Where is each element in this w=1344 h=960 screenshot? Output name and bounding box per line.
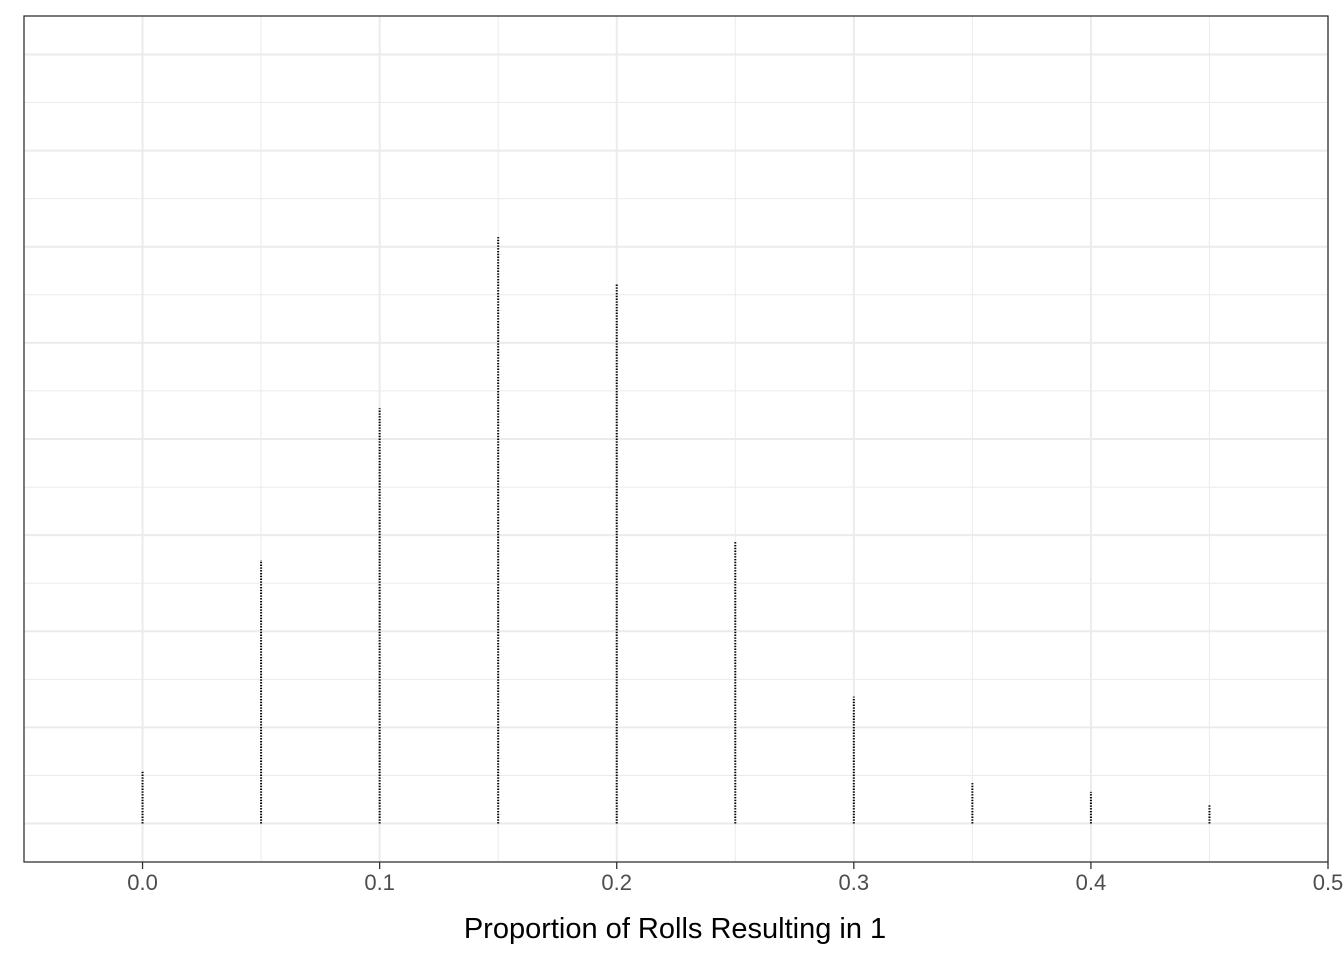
- panel-border: [23, 15, 1329, 863]
- x-axis-title: Proportion of Rolls Resulting in 1: [464, 913, 886, 945]
- x-tick-label: 0.1: [364, 870, 395, 895]
- x-tick-label: 0.3: [839, 870, 870, 895]
- x-tick-label: 0.0: [127, 870, 158, 895]
- x-tick-label: 0.2: [601, 870, 632, 895]
- x-axis-ticks: [141, 862, 1329, 869]
- x-tick-label: 0.4: [1076, 870, 1107, 895]
- x-tick-label: 0.5: [1313, 870, 1344, 895]
- x-axis-tick-labels: 0.0 0.1 0.2 0.3 0.4 0.5: [127, 870, 1343, 895]
- bars: [141, 237, 1211, 824]
